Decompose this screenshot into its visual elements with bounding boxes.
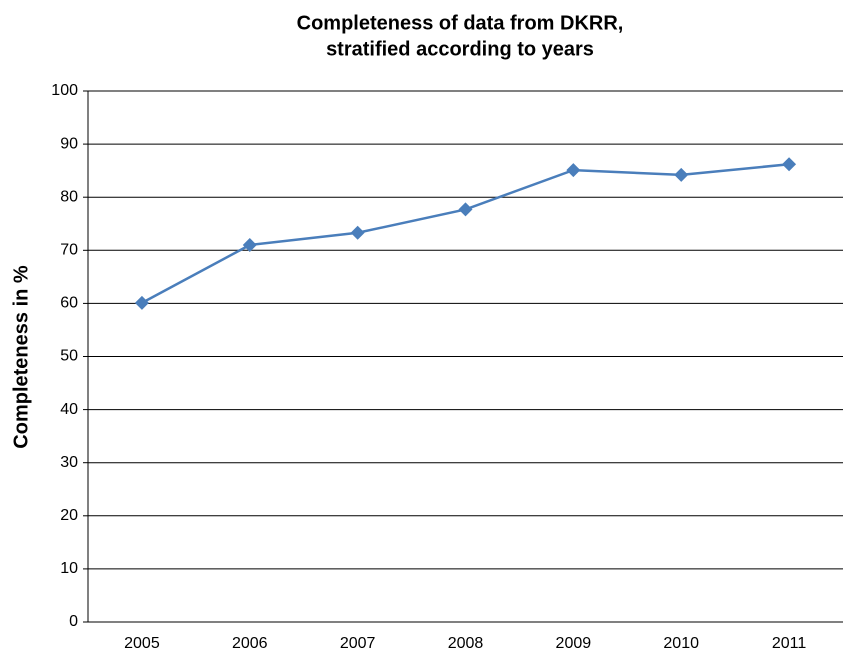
x-tick-label: 2006	[232, 635, 268, 652]
y-tick-label: 60	[60, 295, 78, 312]
y-tick-label: 80	[60, 188, 78, 205]
chart-title: Completeness of data from DKRR,	[297, 12, 624, 34]
line	[141, 163, 790, 304]
marker	[242, 237, 257, 252]
y-tick-label: 0	[69, 613, 78, 630]
y-tick-label: 40	[60, 401, 78, 418]
x-tick-label: 2011	[772, 635, 807, 652]
y-tick-label: 30	[60, 454, 78, 471]
marker	[674, 167, 689, 182]
marker	[134, 295, 149, 310]
y-tick-label: 10	[60, 560, 78, 577]
x-tick-label: 2009	[556, 635, 592, 652]
y-tick-label: 20	[60, 507, 78, 524]
y-tick-label: 70	[60, 242, 78, 259]
y-axis-label: Completeness in %	[10, 265, 32, 449]
marker	[782, 157, 797, 172]
chart-title: stratified according to years	[326, 38, 594, 60]
y-tick-label: 90	[60, 135, 78, 152]
x-tick-label: 2010	[663, 635, 699, 652]
marker	[566, 163, 581, 178]
x-tick-label: 2005	[124, 635, 160, 652]
marker	[458, 202, 473, 217]
y-tick-label: 100	[51, 82, 78, 99]
x-tick-label: 2008	[448, 635, 484, 652]
y-tick-label: 50	[60, 348, 78, 365]
marker	[350, 225, 365, 240]
x-tick-label: 2007	[340, 635, 376, 652]
